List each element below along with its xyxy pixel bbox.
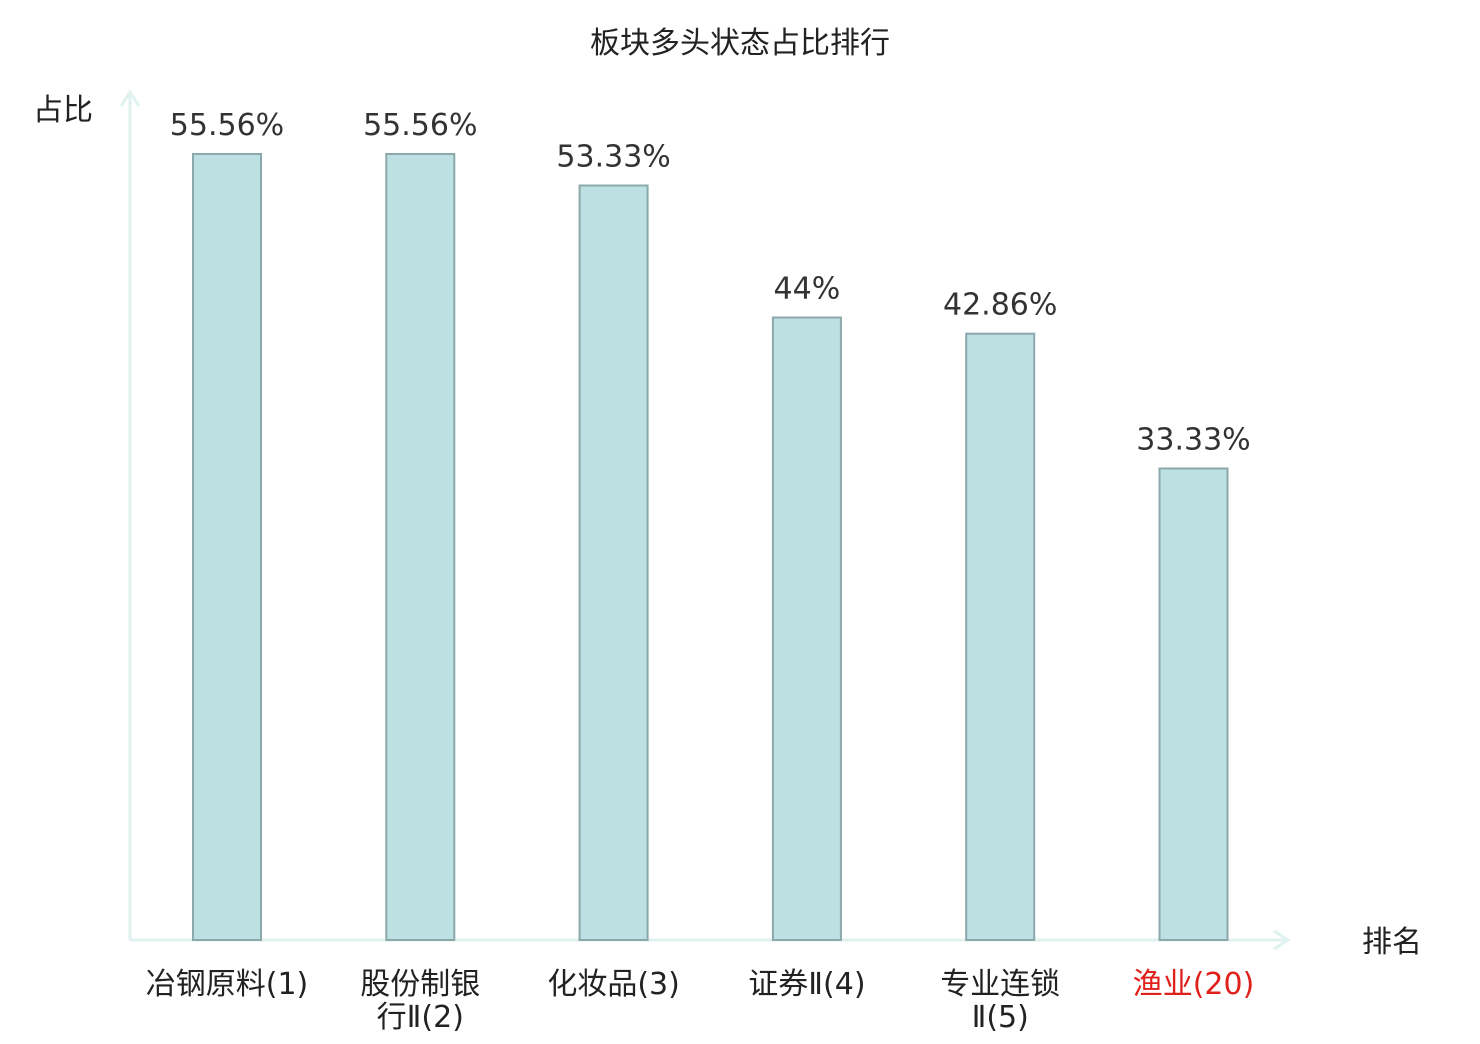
bar [771,316,842,941]
bar [385,153,456,941]
bar [965,332,1036,941]
bar [578,184,649,941]
category-label: 化妆品(3) [547,967,680,1002]
x-axis-arrow [1273,929,1291,951]
category-label: 股份制银 [360,967,480,1002]
category-label: 专业连锁 [940,967,1060,1002]
bar [1158,467,1229,941]
y-axis-arrow [119,89,141,107]
value-labels-group: 55.56% 55.56% 53.33% 44% 42.86% 33.33% [170,108,1251,458]
y-axis-label: 占比 [33,93,93,128]
bars-group [192,153,1229,941]
value-label: 53.33% [556,140,670,175]
chart-title: 板块多头状态占比排行 [590,26,890,61]
category-label: 证券Ⅱ(4) [748,967,865,1002]
category-label: Ⅱ(5) [972,1000,1029,1035]
axes [119,89,1291,951]
value-label: 44% [774,272,841,307]
x-axis-label: 排名 [1362,925,1422,960]
value-label: 33.33% [1136,423,1250,458]
category-label: 渔业(20) [1133,967,1255,1002]
bar [192,153,262,941]
value-label: 55.56% [363,108,477,143]
value-label: 42.86% [943,288,1057,323]
value-label: 55.56% [170,108,284,143]
category-label: 冶钢原料(1) [146,967,309,1002]
category-label: 行Ⅱ(2) [377,1000,464,1035]
